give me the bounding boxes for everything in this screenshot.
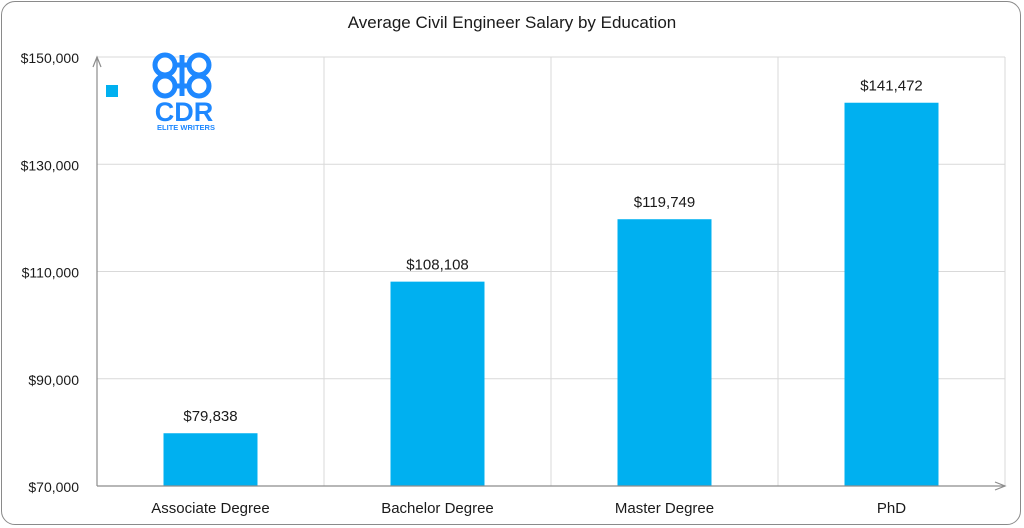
- gridlines: [97, 56, 1006, 486]
- data-label: $79,838: [183, 408, 237, 425]
- labels: $70,000 $90,000 $110,000 $130,000 $150,000 $7…: [21, 50, 923, 517]
- bar: [844, 102, 939, 487]
- y-axis-arrow: [92, 55, 102, 68]
- cdr-logo-symbol: [152, 52, 212, 99]
- bar: [163, 433, 258, 486]
- x-tick-label: Master Degree: [615, 500, 714, 517]
- cdr-logo: CDR ELITE WRITERS: [148, 50, 228, 134]
- y-tick-label: $110,000: [22, 265, 80, 281]
- cdr-logo-text: CDR: [155, 97, 214, 127]
- x-axis-arrow: [994, 481, 1007, 491]
- x-tick-label: PhD: [877, 500, 906, 517]
- data-label: $141,472: [860, 78, 923, 95]
- bar: [617, 219, 712, 486]
- chart-title: Average Civil Engineer Salary by Educati…: [347, 13, 677, 32]
- x-tick-label: Associate Degree: [151, 500, 269, 517]
- x-tick-label: Bachelor Degree: [381, 500, 494, 517]
- y-tick-label: $70,000: [28, 479, 79, 495]
- bars: [163, 102, 939, 487]
- y-tick-label: $150,000: [21, 50, 80, 66]
- cdr-logo-subtext: ELITE WRITERS: [157, 123, 215, 132]
- y-tick-label: $130,000: [21, 157, 80, 173]
- bar: [390, 281, 485, 486]
- legend-swatch: [106, 85, 118, 97]
- y-tick-label: $90,000: [28, 372, 79, 388]
- data-label: $108,108: [406, 257, 469, 274]
- axes: [92, 55, 1007, 491]
- data-label: $119,749: [634, 194, 695, 211]
